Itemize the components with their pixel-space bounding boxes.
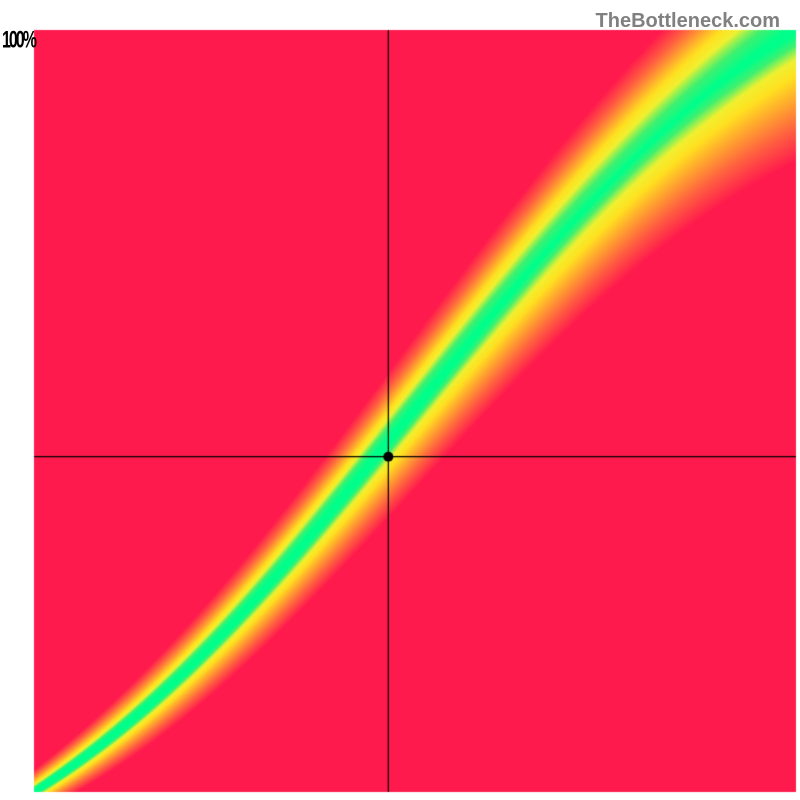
heatmap-canvas: [0, 0, 800, 800]
y-axis-top-label: 100%: [2, 28, 35, 55]
watermark-text: TheBottleneck.com: [596, 10, 780, 33]
chart-container: TheBottleneck.com 100%: [0, 0, 800, 800]
